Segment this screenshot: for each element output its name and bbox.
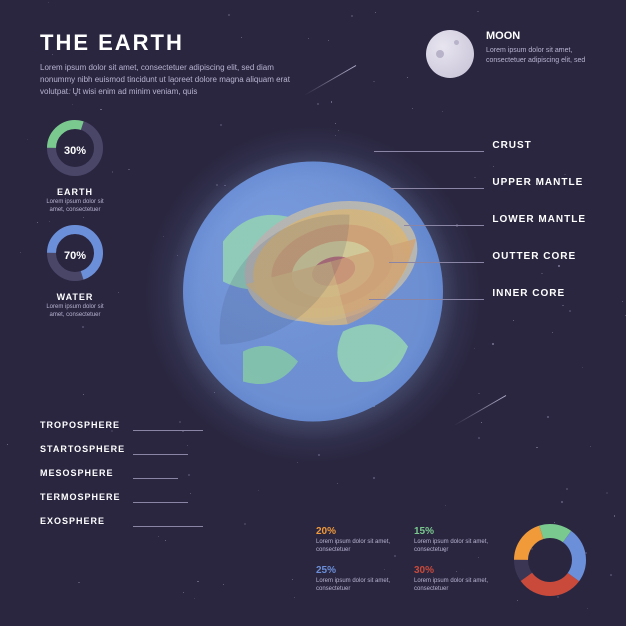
layer-label: OUTTER CORE [492,251,586,262]
layer-label: CRUST [492,140,586,151]
page-title: THE EARTH [40,30,300,56]
stat-item: 15%Lorem ipsum dolor sit amet, consectet… [414,526,494,555]
atmosphere-label: STARTOSPHERE [40,444,125,454]
atmosphere-label: TROPOSPHERE [40,420,125,430]
moon-block: MOON Lorem ipsum dolor sit amet, consect… [426,30,586,78]
moon-label: MOON [486,30,586,42]
layer-label: UPPER MANTLE [492,177,586,188]
moon-desc: Lorem ipsum dolor sit amet, consectetuer… [486,46,586,66]
moon-icon [426,30,474,78]
atmosphere-label: TERMOSPHERE [40,492,125,502]
atmosphere-label: MESOSPHERE [40,468,125,478]
atmosphere-labels: TROPOSPHERE STARTOSPHERE MESOSPHERE TERMOSP… [40,420,125,526]
page-subtitle: Lorem ipsum dolor sit amet, consectetuer… [40,62,300,98]
stat-item: 20%Lorem ipsum dolor sit amet, consectet… [316,526,396,555]
layer-labels: CRUST UPPER MANTLE LOWER MANTLE OUTTER CORE… [492,140,586,299]
layer-label: INNER CORE [492,288,586,299]
atmosphere-label: EXOSPHERE [40,516,125,526]
donut-earth: 30%EARTHLorem ipsum dolor sit amet, cons… [40,120,110,215]
multi-donut-block: 20%Lorem ipsum dolor sit amet, consectet… [316,524,586,596]
stat-item: 30%Lorem ipsum dolor sit amet, consectet… [414,565,494,594]
earth-diagram [173,152,453,437]
stat-item: 25%Lorem ipsum dolor sit amet, consectet… [316,565,396,594]
donut-water: 70%WATERLorem ipsum dolor sit amet, cons… [40,225,110,320]
layer-label: LOWER MANTLE [492,214,586,225]
header: THE EARTH Lorem ipsum dolor sit amet, co… [40,30,300,98]
